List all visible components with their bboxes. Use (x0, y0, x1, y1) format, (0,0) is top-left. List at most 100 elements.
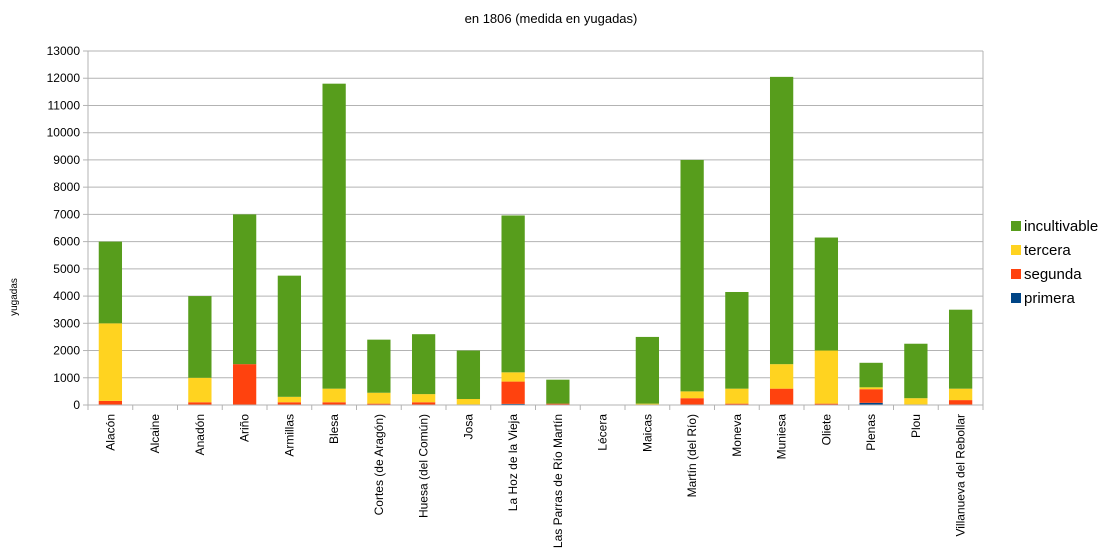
bar-segment-segunda (277, 402, 302, 405)
y-tick-label: 13000 (47, 44, 81, 58)
bar-segment-segunda (725, 403, 749, 405)
bar-segment-incultivable (546, 379, 570, 404)
bar-segment-tercera (188, 377, 212, 403)
x-tick-label: Las Parras de Río Martín (551, 414, 565, 548)
bar-segment-incultivable (948, 309, 973, 389)
axes (87, 51, 984, 406)
bar-segment-incultivable (859, 362, 883, 388)
y-tick-label: 5000 (53, 262, 80, 276)
gridlines (88, 50, 983, 406)
bar-segment-incultivable (769, 76, 794, 365)
x-tick-label: Armillas (282, 414, 296, 457)
bar-segment-segunda (232, 364, 257, 405)
bar-segment-tercera (769, 364, 794, 389)
bar-segment-segunda (322, 402, 346, 405)
y-tick-label: 3000 (53, 316, 80, 330)
legend-label-segunda: segunda (1024, 266, 1082, 283)
bar-segment-tercera (456, 399, 481, 405)
bar-segment-tercera (948, 388, 973, 401)
y-tick-label: 4000 (53, 289, 80, 303)
x-tick-label: Plou (909, 414, 923, 438)
legend-label-tercera: tercera (1024, 242, 1071, 259)
x-tick-label: Huesa (del Común) (417, 414, 431, 518)
bar-segment-segunda (188, 402, 212, 405)
bar-segment-incultivable (411, 334, 436, 395)
bar-segment-tercera (814, 350, 839, 404)
bar-segment-segunda (546, 403, 570, 405)
bar-segment-segunda (367, 403, 391, 405)
x-tick-label: Cortes (de Aragón) (372, 414, 386, 515)
chart-title: en 1806 (medida en yugadas) (465, 11, 638, 26)
legend-label-primera: primera (1024, 290, 1076, 307)
bar-segment-incultivable (680, 159, 704, 392)
bar-segment-tercera (904, 398, 928, 405)
bar-segment-incultivable (188, 296, 212, 378)
bar-segment-tercera (680, 391, 704, 399)
x-tick-label: La Hoz de la Vieja (506, 414, 520, 512)
bar-segment-tercera (859, 387, 883, 390)
x-tick-label: Plenas (864, 414, 878, 451)
legend-swatch-segunda (1011, 269, 1021, 279)
bar-segment-segunda (501, 381, 525, 404)
bar-segment-segunda (680, 398, 704, 405)
legend: incultivable tercera segunda primera (1011, 218, 1098, 307)
y-axis-label: yugadas (9, 278, 20, 316)
y-tick-label: 8000 (53, 180, 80, 194)
bar-segment-tercera (367, 392, 391, 404)
x-tick-label: Alcaine (148, 414, 162, 454)
bar-segment-tercera (98, 323, 123, 401)
x-tick-label: Ariño (238, 414, 252, 442)
bar-segment-primera (501, 403, 525, 405)
x-tick-label: Oliete (819, 414, 833, 446)
bar-segment-tercera (501, 372, 525, 382)
legend-label-incultivable: incultivable (1024, 218, 1098, 235)
bar-segment-incultivable (456, 350, 481, 400)
x-tick-label: Anadón (193, 414, 207, 455)
x-tick-label: Moneva (730, 414, 744, 457)
x-axis-ticks: Alacón Alcaine Anadón Ariño Armillas Blesa Cor… (87, 405, 984, 548)
bar-segment-incultivable (277, 275, 302, 397)
bar-segment-segunda (411, 402, 436, 405)
bar-segment-segunda (98, 400, 123, 405)
bar-segment-tercera (635, 403, 660, 405)
y-tick-label: 1000 (53, 371, 80, 385)
y-tick-label: 6000 (53, 235, 80, 249)
x-tick-label: Villanueva del Rebollar (954, 414, 968, 537)
legend-swatch-tercera (1011, 245, 1021, 255)
bar-segment-segunda (948, 400, 973, 405)
bar-segment-tercera (725, 388, 749, 404)
x-tick-label: Alacón (103, 414, 117, 451)
bar-segment-primera (859, 402, 883, 405)
bar-segment-incultivable (98, 241, 123, 324)
x-tick-label: Lécera (596, 414, 610, 451)
y-tick-label: 11000 (48, 98, 81, 112)
y-tick-label: 10000 (47, 126, 81, 140)
y-tick-label: 2000 (53, 344, 80, 358)
bar-segment-segunda (769, 388, 794, 405)
x-tick-label: Blesa (327, 414, 341, 444)
bar-segment-segunda (814, 403, 839, 405)
x-tick-label: Martín (del Río) (685, 414, 699, 497)
bar-segment-incultivable (635, 336, 660, 404)
legend-swatch-primera (1011, 293, 1021, 303)
bar-segment-incultivable (232, 214, 257, 365)
y-tick-label: 9000 (53, 153, 80, 167)
bar-segment-tercera (277, 396, 302, 403)
y-axis-ticks: 0 1000 2000 3000 4000 5000 6000 7000 8000 9000 100… (47, 44, 88, 412)
bar-segment-incultivable (814, 237, 839, 351)
bar-segment-incultivable (904, 343, 928, 399)
y-tick-label: 7000 (53, 207, 80, 221)
x-tick-label: Maicas (640, 414, 654, 452)
bar-segment-incultivable (367, 339, 391, 393)
bar-segment-tercera (322, 388, 346, 403)
bar-segment-incultivable (501, 215, 525, 373)
bar-segment-tercera (411, 394, 436, 403)
x-tick-label: Muniesa (775, 414, 789, 460)
y-tick-label: 12000 (47, 71, 81, 85)
legend-swatch-incultivable (1011, 221, 1021, 231)
bar-segment-segunda (859, 389, 883, 403)
bar-segment-incultivable (322, 83, 346, 389)
bar-segment-incultivable (725, 291, 749, 389)
y-tick-label: 0 (73, 398, 80, 412)
